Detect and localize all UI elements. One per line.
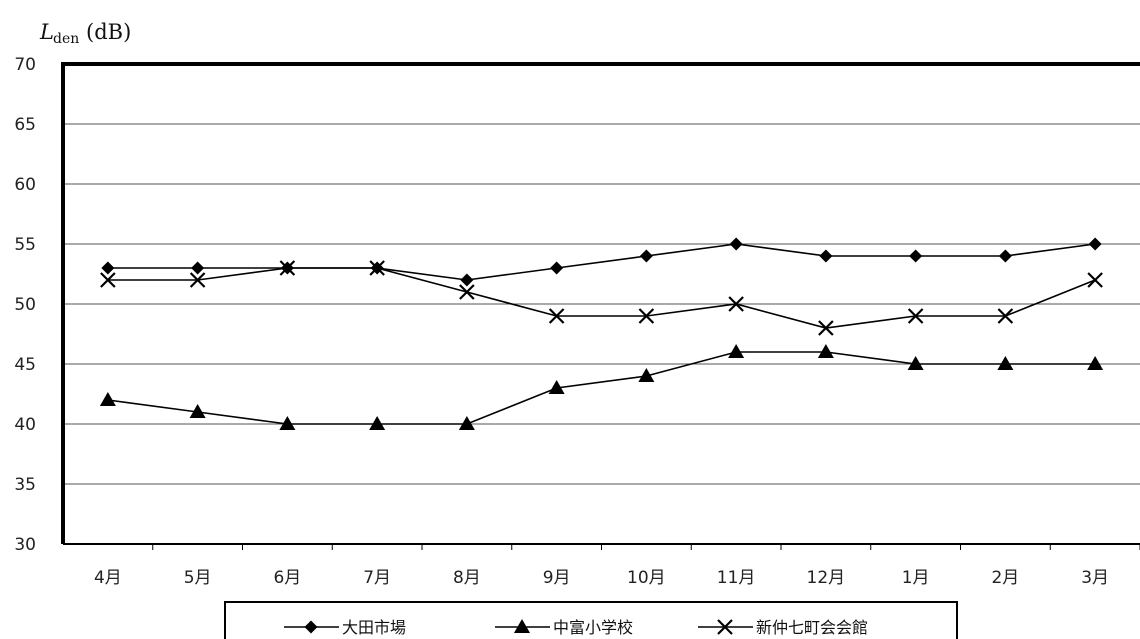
data-point-s2 [817,344,834,358]
legend-marker-2 [514,619,530,633]
data-point-s2 [189,404,206,418]
data-point-s2 [279,416,296,430]
x-tick-label: 11月 [717,568,756,588]
data-point-s2 [369,416,386,430]
x-tick-label: 12月 [807,568,846,588]
data-point-s1 [909,249,923,263]
data-point-s1 [639,249,653,263]
data-point-s1 [729,237,743,251]
data-point-s3 [100,272,116,288]
data-point-s3 [1087,272,1103,288]
x-tick-label: 9月 [543,568,571,588]
data-point-s1 [998,249,1012,263]
data-point-s3 [818,320,834,336]
series-line-2 [107,351,1096,425]
y-tick-label: 70 [14,55,36,75]
data-point-s2 [458,416,475,430]
data-point-s2 [728,344,745,358]
legend-marker-3 [717,619,733,635]
data-point-s3 [997,308,1014,324]
legend-label-2: 中富小学校 [553,618,633,637]
data-point-s1 [550,261,564,275]
series-group [99,237,1104,430]
x-tick-label: 10月 [627,568,666,588]
series-line-1 [107,243,1096,281]
x-tick-label: 1月 [902,568,930,588]
y-tick-label: 40 [14,415,36,435]
y-axis-label-main: L [39,20,54,44]
y-tick-label: 45 [14,355,36,375]
x-tick-label: 3月 [1081,568,1109,588]
data-point-s3 [907,308,924,324]
data-point-s2 [638,368,655,382]
data-point-s3 [459,284,475,300]
data-point-s3 [369,260,385,276]
x-tick-labels: 4月 5月 6月 7月 8月 9月 10月 11月 12月 1月 2月 3月 [94,544,1140,588]
y-tick-label: 50 [14,295,36,315]
y-axis-label-unit: (dB) [86,20,131,44]
x-tick-label: 2月 [991,568,1019,588]
data-point-s2 [997,356,1014,370]
data-point-s3 [548,308,565,324]
data-point-s1 [460,273,474,287]
data-point-s3 [728,296,744,312]
y-axis-label: L den (dB) [39,20,131,47]
data-point-s2 [1087,356,1104,370]
data-point-s2 [99,392,116,406]
data-point-s3 [279,260,296,276]
data-point-s3 [189,272,206,288]
data-point-s1 [191,261,205,275]
gridlines [63,123,1140,485]
data-point-s1 [819,249,833,263]
y-tick-label: 35 [14,475,36,495]
x-tick-label: 6月 [273,568,301,588]
y-axis-label-sub: den [53,31,79,47]
legend-box [224,601,958,639]
x-tick-label: 4月 [94,568,122,588]
x-tick-label: 5月 [184,568,212,588]
y-tick-label: 65 [14,115,36,135]
y-tick-label: 30 [14,535,36,555]
data-point-s2 [548,380,565,394]
y-tick-label: 60 [14,175,36,195]
x-tick-label: 7月 [363,568,391,588]
legend-marker-1 [304,620,318,634]
x-tick-label: 8月 [453,568,481,588]
data-point-s2 [907,356,924,370]
data-point-s1 [101,261,115,275]
legend-label-3: 新仲七町会会館 [756,618,868,637]
axes [61,62,1140,545]
y-tick-label: 55 [14,235,36,255]
data-point-s3 [638,308,655,324]
y-tick-labels: 30 35 40 45 50 55 60 65 70 [14,55,36,555]
series-line-3 [107,267,1096,329]
legend-label-1: 大田市場 [342,618,406,637]
data-point-s1 [1088,237,1102,251]
legend: 大田市場 中富小学校 新仲七町会会館 [224,601,958,639]
